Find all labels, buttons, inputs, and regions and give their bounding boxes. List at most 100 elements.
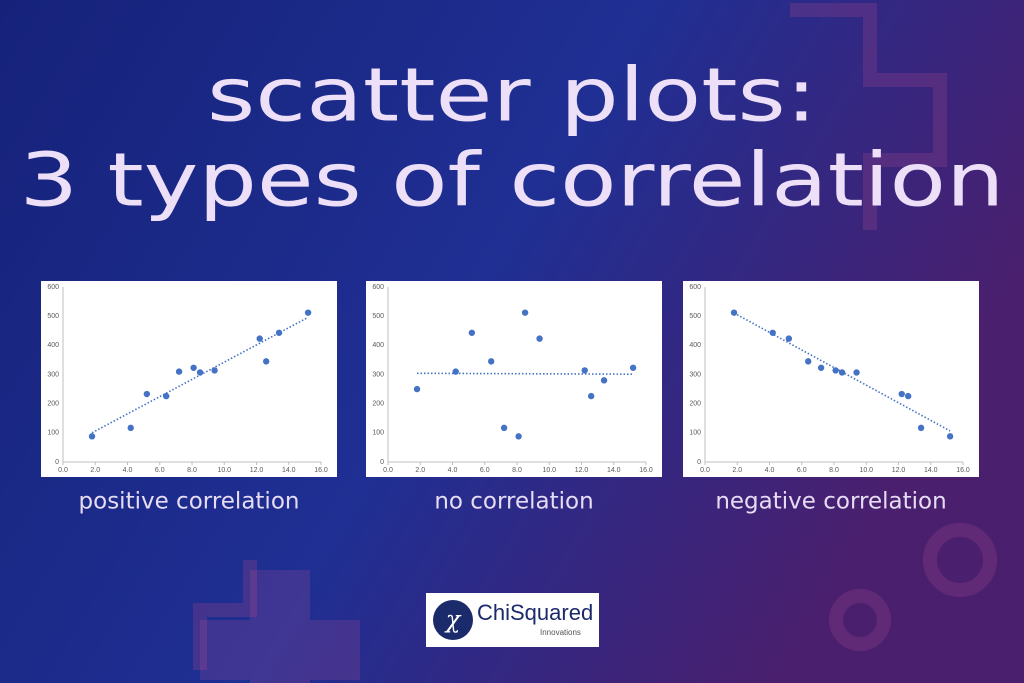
point <box>262 358 270 365</box>
x-tick-label: 10.0 <box>859 467 873 474</box>
x-tick-label: 6.0 <box>797 467 807 474</box>
point <box>730 309 738 316</box>
y-tick-label: 300 <box>47 371 59 378</box>
point <box>898 390 905 398</box>
y-tick-label: 0 <box>697 459 701 466</box>
x-tick-label: 8.0 <box>512 467 522 474</box>
x-tick-label: 14.0 <box>924 467 938 474</box>
chart-panel <box>683 281 979 477</box>
title-line: scatter plots: <box>207 53 817 139</box>
title-line: 3 types of correlation <box>20 138 1005 224</box>
x-tick-label: 16.0 <box>314 467 328 474</box>
x-tick-label: 2.0 <box>415 467 425 474</box>
y-tick-label: 0 <box>55 459 59 466</box>
point <box>468 329 476 336</box>
x-tick-label: 12.0 <box>892 467 906 474</box>
y-tick-label: 400 <box>689 342 701 349</box>
x-tick-label: 4.0 <box>123 467 133 474</box>
x-tick-label: 8.0 <box>829 467 839 474</box>
logo-name: ChiSquared <box>477 600 593 625</box>
x-tick-label: 4.0 <box>448 467 458 474</box>
chart-panel <box>41 281 337 477</box>
point <box>600 377 608 384</box>
point <box>817 364 825 371</box>
point <box>515 433 522 440</box>
x-tick-label: 16.0 <box>956 467 970 474</box>
point <box>488 358 495 365</box>
point <box>917 424 925 432</box>
y-tick-label: 0 <box>380 459 384 466</box>
trendline <box>417 372 634 375</box>
x-tick-label: 10.0 <box>217 467 231 474</box>
point <box>304 309 312 316</box>
x-tick-label: 14.0 <box>607 467 621 474</box>
y-tick-label: 100 <box>689 430 701 437</box>
point <box>629 364 637 371</box>
chart: 0 100 200 300 400 500 600 0.0 2.0 4.0 6.0 8.0 10.0 12… <box>41 281 337 515</box>
point <box>536 335 543 342</box>
x-tick-label: 10.0 <box>542 467 556 474</box>
chart-caption: negative correlation <box>715 489 946 515</box>
point <box>275 329 283 336</box>
chart-panel <box>366 281 662 477</box>
x-tick-label: 12.0 <box>575 467 589 474</box>
logo-symbol: χ <box>444 606 462 634</box>
point <box>143 390 151 398</box>
point <box>832 367 839 374</box>
logo-icon <box>433 600 473 640</box>
y-tick-label: 100 <box>47 430 59 437</box>
point <box>587 392 595 400</box>
point <box>581 367 588 374</box>
chart-caption: positive correlation <box>79 489 300 515</box>
trendline <box>91 316 309 434</box>
point <box>190 364 197 371</box>
y-tick-label: 600 <box>47 284 59 291</box>
point <box>163 392 170 400</box>
y-tick-label: 200 <box>689 401 701 408</box>
trendline <box>733 312 951 432</box>
x-tick-label: 0.0 <box>383 467 393 474</box>
x-tick-label: 2.0 <box>732 467 742 474</box>
point <box>500 424 508 432</box>
point <box>196 369 204 376</box>
point <box>256 335 263 342</box>
x-tick-label: 2.0 <box>90 467 100 474</box>
y-tick-label: 500 <box>47 313 59 320</box>
point <box>946 433 954 440</box>
point <box>853 369 860 376</box>
point <box>452 368 459 375</box>
x-tick-label: 8.0 <box>187 467 197 474</box>
point <box>904 392 912 400</box>
x-tick-label: 14.0 <box>282 467 296 474</box>
y-tick-label: 300 <box>372 371 384 378</box>
y-tick-label: 600 <box>372 284 384 291</box>
point <box>175 368 183 375</box>
y-tick-label: 100 <box>372 430 384 437</box>
charts: 0 100 200 300 400 500 600 0.0 2.0 4.0 6.0 8.0 10.0 12… <box>41 281 979 515</box>
y-tick-label: 600 <box>689 284 701 291</box>
point <box>521 309 529 316</box>
decoration <box>200 570 360 683</box>
decoration <box>193 3 997 670</box>
point <box>785 335 793 342</box>
x-tick-label: 16.0 <box>639 467 653 474</box>
y-tick-label: 200 <box>372 401 384 408</box>
y-tick-label: 500 <box>689 313 701 320</box>
chart: 0 100 200 300 400 500 600 0.0 2.0 4.0 6.0 8.0 10.0 12… <box>683 281 979 515</box>
point <box>805 358 812 365</box>
y-tick-label: 200 <box>47 401 59 408</box>
chart-caption: no correlation <box>434 489 593 515</box>
chart: 0 100 200 300 400 500 600 0.0 2.0 4.0 6.0 8.0 10.0 12… <box>366 281 662 515</box>
x-tick-label: 12.0 <box>250 467 264 474</box>
y-tick-label: 400 <box>372 342 384 349</box>
point <box>413 385 421 393</box>
y-tick-label: 400 <box>47 342 59 349</box>
logo-subtitle: Innovations <box>540 628 581 637</box>
point <box>88 433 96 440</box>
y-tick-label: 500 <box>372 313 384 320</box>
x-tick-label: 4.0 <box>765 467 775 474</box>
x-tick-label: 0.0 <box>700 467 710 474</box>
y-tick-label: 300 <box>689 371 701 378</box>
